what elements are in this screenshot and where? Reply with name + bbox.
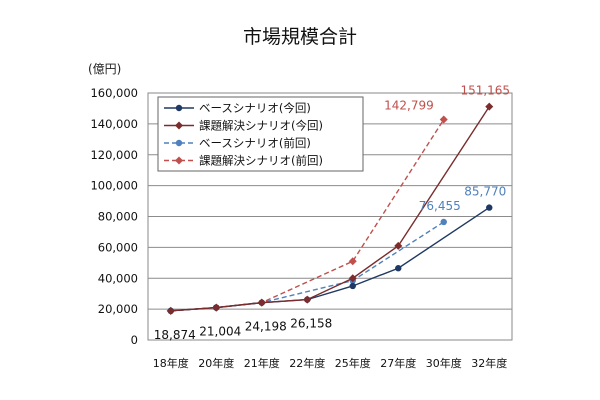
x-tick-label: 25年度 bbox=[335, 356, 371, 370]
y-tick-label: 80,000 bbox=[98, 210, 138, 224]
y-tick-label: 100,000 bbox=[90, 179, 138, 193]
series-point bbox=[395, 265, 402, 272]
legend-label: 課題解決シナリオ(前回) bbox=[199, 154, 323, 168]
series-point bbox=[175, 139, 183, 147]
x-tick-label: 18年度 bbox=[153, 356, 189, 370]
y-tick-label: 0 bbox=[131, 333, 138, 347]
y-tick-label: 60,000 bbox=[98, 240, 138, 254]
data-label: 21,004 bbox=[199, 325, 241, 339]
x-tick-label: 20年度 bbox=[198, 356, 234, 370]
x-tick-label: 32年度 bbox=[471, 356, 507, 370]
data-label: 18,874 bbox=[154, 328, 196, 342]
series-point bbox=[348, 257, 357, 266]
x-tick-label: 30年度 bbox=[426, 356, 462, 370]
series-point bbox=[348, 274, 357, 283]
legend-label: ベースシナリオ(前回) bbox=[199, 136, 311, 150]
x-tick-label: 21年度 bbox=[244, 356, 280, 370]
series-point bbox=[349, 282, 356, 290]
series-point bbox=[212, 303, 221, 312]
series-point bbox=[486, 204, 493, 211]
series-point bbox=[439, 115, 448, 124]
data-label: 85,770 bbox=[464, 185, 506, 199]
series-point bbox=[175, 104, 183, 112]
series-point bbox=[440, 218, 447, 226]
series-point bbox=[257, 298, 266, 307]
y-tick-label: 40,000 bbox=[98, 271, 138, 285]
data-label: 24,198 bbox=[245, 320, 287, 334]
series-point bbox=[303, 295, 312, 304]
series-point bbox=[394, 241, 403, 250]
y-axis-unit-label: (億円) bbox=[88, 62, 122, 76]
chart-title: 市場規模合計 bbox=[242, 26, 357, 48]
legend-label: 課題解決シナリオ(今回) bbox=[199, 119, 323, 133]
legend-box bbox=[157, 96, 364, 172]
data-label: 26,158 bbox=[290, 317, 332, 331]
legend-label: ベースシナリオ(今回) bbox=[199, 101, 311, 115]
y-tick-label: 160,000 bbox=[90, 86, 138, 100]
series-point bbox=[175, 121, 183, 130]
series-point bbox=[166, 306, 175, 315]
y-tick-label: 140,000 bbox=[90, 117, 138, 131]
data-label: 142,799 bbox=[384, 99, 434, 113]
x-tick-label: 22年度 bbox=[289, 356, 325, 370]
y-tick-label: 20,000 bbox=[98, 302, 138, 316]
data-label: 151,165 bbox=[460, 84, 510, 98]
y-tick-label: 120,000 bbox=[90, 148, 138, 162]
series-point bbox=[175, 156, 183, 165]
series-point bbox=[485, 102, 494, 111]
x-tick-label: 27年度 bbox=[380, 356, 416, 370]
data-label: 76,455 bbox=[419, 199, 461, 213]
